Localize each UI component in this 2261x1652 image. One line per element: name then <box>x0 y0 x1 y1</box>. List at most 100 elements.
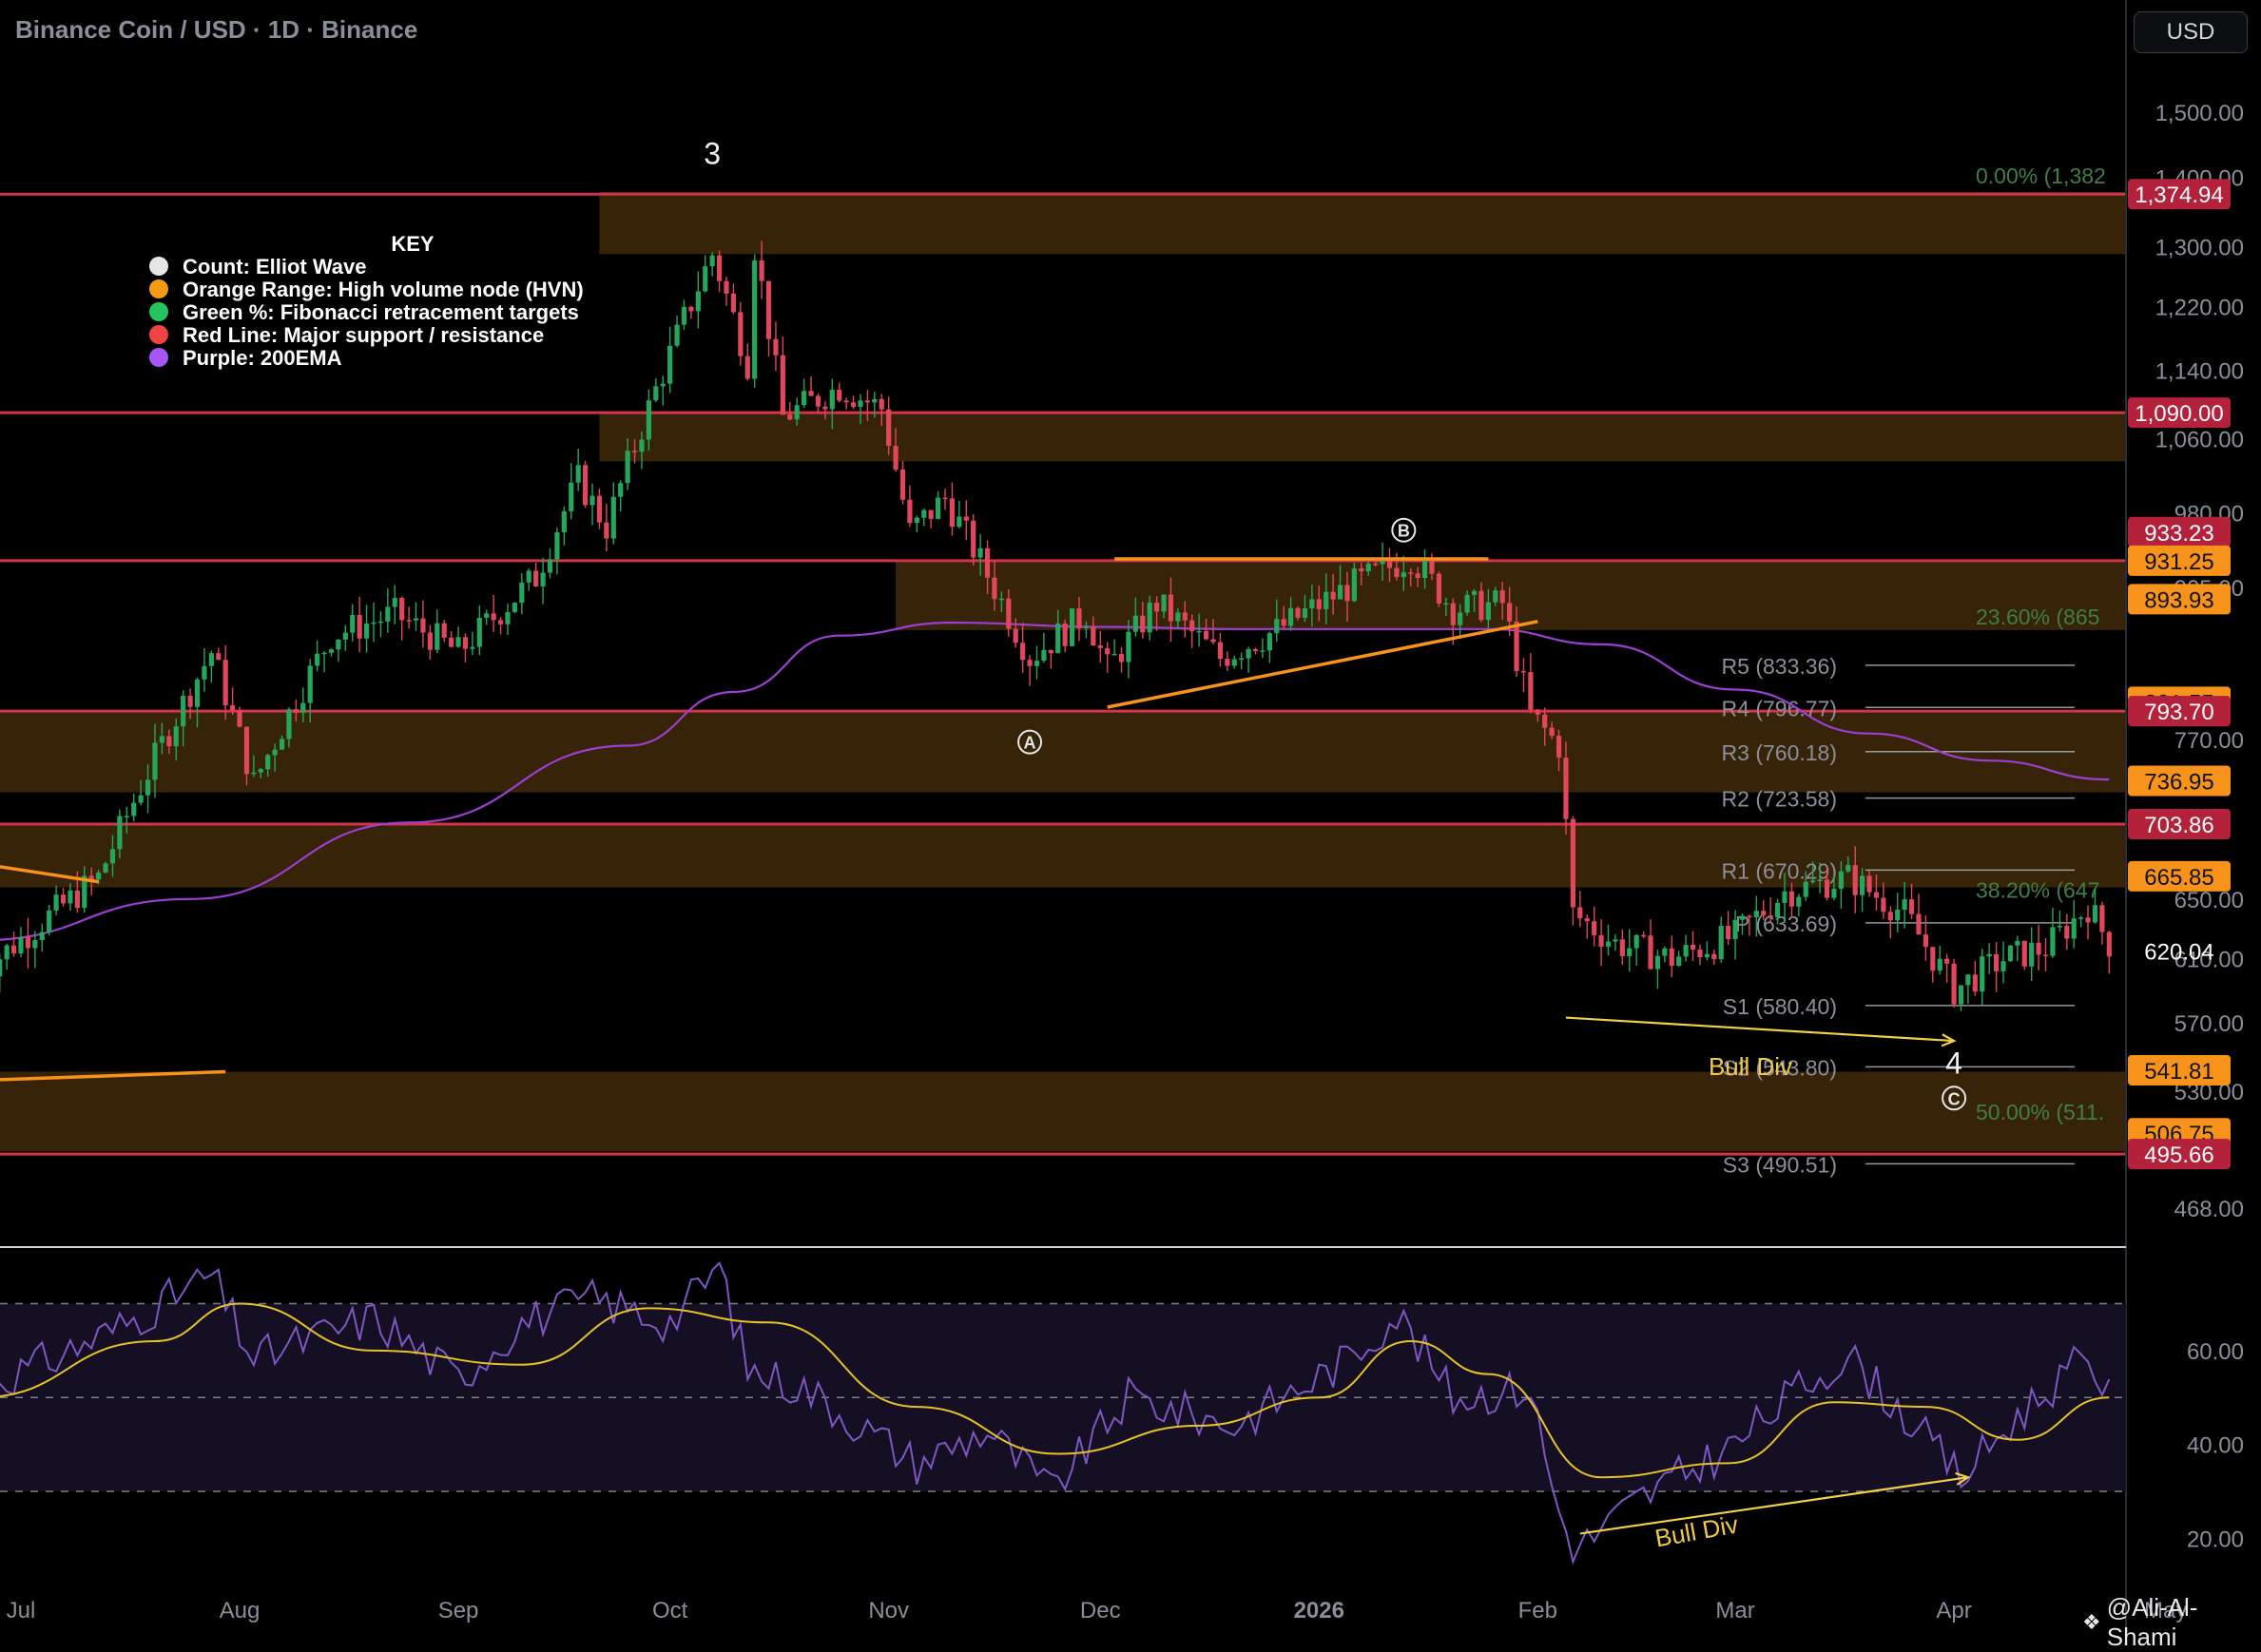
candle <box>759 240 764 299</box>
candle-body <box>1386 559 1393 568</box>
candle <box>1556 729 1562 772</box>
candle-body <box>610 496 616 539</box>
price-tag-3: 931.25 <box>2144 549 2213 575</box>
candle <box>625 438 630 490</box>
candle-body <box>441 623 447 638</box>
legend-dot-3 <box>149 325 168 344</box>
candle <box>420 600 426 648</box>
candle <box>1718 916 1724 963</box>
candle-body <box>631 451 638 452</box>
candle-body <box>1951 963 1957 1005</box>
candle <box>1337 565 1343 600</box>
candle-body <box>321 652 327 655</box>
candle-body <box>173 726 179 747</box>
candle-body <box>1514 621 1519 671</box>
candle <box>724 277 729 306</box>
candle-body <box>392 598 397 607</box>
candle <box>173 718 179 761</box>
candle <box>2000 941 2006 984</box>
candle <box>230 687 236 716</box>
candle <box>1838 861 1844 909</box>
candle <box>1161 594 1167 619</box>
pivot-label-7: S2 (543.80) <box>1723 1055 1837 1080</box>
time-tick-9: Apr <box>1936 1598 1971 1623</box>
candle <box>942 488 948 510</box>
candle-body <box>1330 591 1336 600</box>
candle-body <box>2064 926 2070 939</box>
hvn-zone-3 <box>0 710 2126 793</box>
candle-body <box>420 618 426 633</box>
candle-body <box>1091 626 1096 646</box>
candle-body <box>1817 879 1823 881</box>
candle <box>1887 906 1893 939</box>
candle <box>1203 619 1209 641</box>
candle <box>1774 898 1781 925</box>
candle <box>780 336 785 415</box>
candle-body <box>2021 940 2027 967</box>
candle <box>1627 929 1633 972</box>
currency-button[interactable]: USD <box>2134 11 2248 53</box>
rsi-tick-0: 60.00 <box>2187 1339 2244 1365</box>
candle <box>992 561 997 611</box>
candle-body <box>2099 905 2105 932</box>
candle-body <box>2042 954 2049 956</box>
candle-body <box>1351 567 1357 602</box>
candle <box>427 624 433 660</box>
candle-body <box>53 894 59 911</box>
candle-body <box>1274 619 1280 634</box>
candle <box>187 688 193 720</box>
candle-body <box>907 499 913 524</box>
candle <box>406 606 412 629</box>
candle-body <box>2106 932 2112 957</box>
candle <box>1697 944 1703 966</box>
candle <box>145 763 151 814</box>
candle-body <box>216 653 222 661</box>
candle-body <box>850 402 857 408</box>
candle <box>1132 597 1138 637</box>
candle-body <box>1132 615 1138 632</box>
candle <box>1972 960 1978 996</box>
candle-body <box>286 709 292 740</box>
hvn-zone-5 <box>0 1071 2126 1152</box>
candle-body <box>1260 650 1266 652</box>
candle-body <box>533 570 539 586</box>
candle <box>216 647 222 661</box>
candle <box>808 376 814 396</box>
candle <box>872 392 878 418</box>
candle <box>222 644 228 720</box>
candle-body <box>1436 573 1442 604</box>
candle <box>575 448 581 491</box>
candle <box>843 397 849 410</box>
price-tag-7: 736.95 <box>2144 770 2213 796</box>
candle <box>1881 882 1886 919</box>
candle <box>822 401 828 420</box>
hvn-zone-1 <box>599 413 2127 462</box>
candle <box>53 885 59 915</box>
candle-body <box>589 495 595 506</box>
candle <box>315 640 320 672</box>
candle <box>251 755 257 778</box>
candle <box>1528 653 1534 714</box>
candle <box>688 305 694 319</box>
candle <box>462 633 469 663</box>
price-tag-6: 793.70 <box>2144 700 2213 725</box>
candle-body <box>1944 958 1950 964</box>
candle-body <box>357 615 362 639</box>
candle-body <box>1782 891 1788 903</box>
candle-body <box>1302 608 1308 618</box>
pivot-label-4: R1 (670.29) <box>1722 858 1837 883</box>
candle-body <box>1881 897 1886 912</box>
candle-body <box>371 622 377 624</box>
candle <box>1753 895 1759 937</box>
candle-body <box>181 696 186 727</box>
candle <box>2042 937 2049 971</box>
candle-body <box>1704 953 1710 958</box>
candle <box>512 602 517 614</box>
candle-body <box>1838 871 1844 889</box>
candle-body <box>1965 974 1971 986</box>
candle <box>300 687 306 722</box>
price-tag-bg-3 <box>2128 545 2231 576</box>
time-tick-7: Feb <box>1518 1598 1557 1623</box>
